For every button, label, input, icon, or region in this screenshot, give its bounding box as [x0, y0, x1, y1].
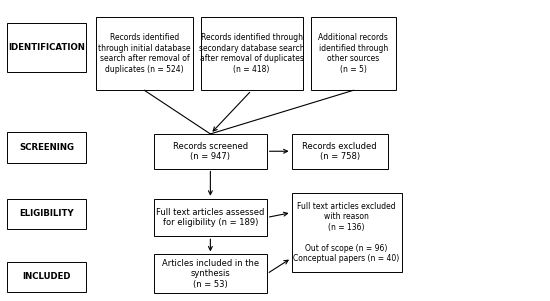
Text: ELIGIBILITY: ELIGIBILITY — [19, 209, 74, 218]
Text: SCREENING: SCREENING — [19, 143, 74, 152]
Text: Full text articles excluded
with reason
(n = 136)

Out of scope (n = 96)
Concept: Full text articles excluded with reason … — [293, 202, 400, 263]
Text: IDENTIFICATION: IDENTIFICATION — [8, 43, 85, 52]
Text: Records excluded
(n = 758): Records excluded (n = 758) — [302, 141, 377, 161]
FancyBboxPatch shape — [96, 17, 192, 90]
Text: Additional records
identified through
other sources
(n = 5): Additional records identified through ot… — [318, 33, 388, 73]
Text: Articles included in the
synthesis
(n = 53): Articles included in the synthesis (n = … — [162, 259, 259, 289]
FancyBboxPatch shape — [7, 132, 86, 163]
Text: Records screened
(n = 947): Records screened (n = 947) — [173, 141, 248, 161]
Text: INCLUDED: INCLUDED — [22, 272, 71, 281]
Text: Records identified through
secondary database search
after removal of duplicates: Records identified through secondary dat… — [199, 33, 305, 73]
FancyBboxPatch shape — [154, 254, 267, 293]
FancyBboxPatch shape — [311, 17, 396, 90]
FancyBboxPatch shape — [292, 134, 388, 169]
FancyBboxPatch shape — [154, 199, 267, 236]
FancyBboxPatch shape — [292, 193, 402, 272]
FancyBboxPatch shape — [201, 17, 302, 90]
FancyBboxPatch shape — [7, 23, 86, 72]
Text: Records identified
through initial database
search after removal of
duplicates (: Records identified through initial datab… — [98, 33, 191, 73]
FancyBboxPatch shape — [7, 199, 86, 229]
FancyBboxPatch shape — [154, 134, 267, 169]
FancyBboxPatch shape — [7, 262, 86, 292]
Text: Full text articles assessed
for eligibility (n = 189): Full text articles assessed for eligibil… — [156, 208, 265, 227]
